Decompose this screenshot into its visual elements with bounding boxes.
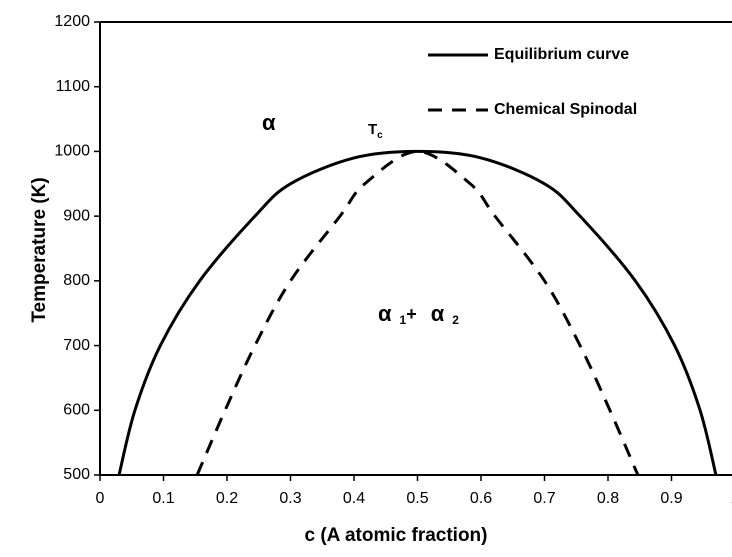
y-tick-label: 500: [63, 466, 90, 483]
x-tick-label: 0.1: [152, 490, 174, 507]
y-tick-label: 800: [63, 272, 90, 289]
y-tick-label: 700: [63, 337, 90, 354]
annotation: α: [431, 301, 445, 326]
annotation: α: [378, 301, 392, 326]
x-tick-label: 0.9: [660, 490, 682, 507]
annotation: α: [262, 110, 276, 135]
x-tick-label: 0.3: [279, 490, 301, 507]
x-axis-label: c (A atomic fraction): [305, 525, 488, 546]
y-tick-label: 900: [63, 207, 90, 224]
y-tick-label: 1200: [54, 13, 90, 30]
annotation: +: [406, 304, 417, 324]
annotation: 2: [452, 313, 459, 327]
annotation: 1: [400, 313, 407, 327]
annotation: α 1+ α 2: [378, 301, 459, 327]
x-tick-label: 0.6: [470, 490, 492, 507]
y-tick-label: 1100: [56, 78, 91, 95]
legend-label: Equilibrium curve: [494, 46, 629, 63]
x-tick-label: 0.7: [533, 490, 555, 507]
legend-label: Chemical Spinodal: [494, 101, 637, 118]
x-tick-label: 0.5: [406, 490, 428, 507]
y-tick-label: 1000: [54, 143, 90, 160]
y-axis-label: Temperature (K): [29, 177, 50, 322]
x-tick-label: 0.4: [343, 490, 365, 507]
annotation: T: [368, 121, 377, 138]
y-tick-label: 600: [63, 402, 90, 419]
x-tick-label: 0: [96, 490, 105, 507]
x-tick-label: 0.8: [597, 490, 619, 507]
annotation: Tc: [368, 121, 383, 141]
line-series: [195, 149, 640, 476]
x-tick-label: 1: [731, 490, 732, 507]
annotation: c: [377, 130, 383, 141]
line-series: [117, 149, 718, 476]
x-tick-label: 0.2: [216, 490, 238, 507]
